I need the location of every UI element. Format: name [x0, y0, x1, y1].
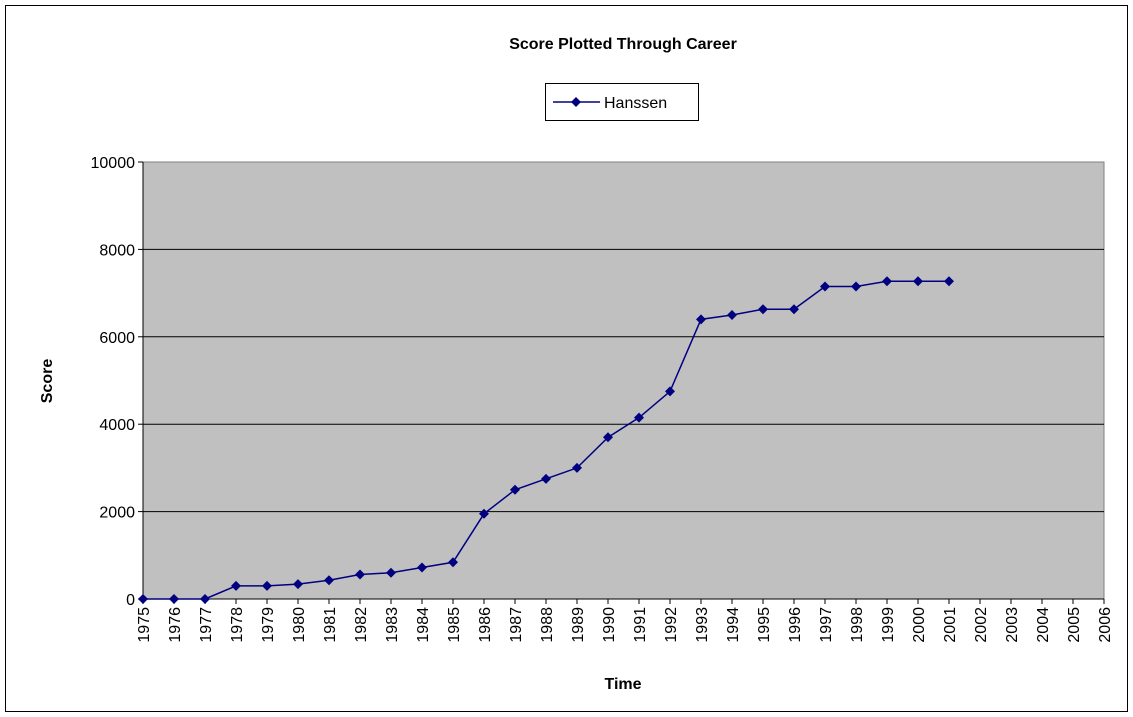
marker	[820, 281, 830, 292]
marker	[882, 276, 892, 287]
marker	[262, 580, 272, 591]
marker	[293, 579, 303, 590]
x-tick-label: 1988	[539, 607, 556, 643]
marker	[541, 473, 551, 484]
x-tick-label: 2003	[1004, 607, 1021, 643]
x-tick-label: 1979	[260, 607, 277, 643]
x-tick-label: 1996	[787, 607, 804, 643]
x-tick-label: 1990	[601, 607, 618, 643]
marker	[479, 508, 489, 519]
marker	[138, 594, 148, 604]
x-tick-label: 1997	[818, 607, 835, 643]
y-axis-label: Score	[39, 359, 56, 404]
marker	[169, 594, 179, 604]
x-tick-label: 1983	[384, 607, 401, 643]
x-tick-label: 2005	[1066, 607, 1083, 643]
y-tick-label: 4000	[99, 417, 135, 434]
marker	[851, 281, 861, 292]
y-tick-label: 6000	[99, 330, 135, 347]
x-tick-label: 1976	[167, 607, 184, 643]
marker	[789, 304, 799, 315]
x-tick-label: 2006	[1097, 607, 1114, 643]
x-tick-label: 1994	[725, 607, 742, 643]
marker	[417, 562, 427, 573]
marker	[355, 569, 365, 580]
x-tick-label: 1993	[694, 607, 711, 643]
x-tick-label: 1986	[477, 607, 494, 643]
x-tick-label: 1992	[663, 607, 680, 643]
y-tick-label: 10000	[91, 155, 136, 172]
marker	[448, 557, 458, 568]
marker	[231, 580, 241, 591]
legend-label: Hanssen	[604, 95, 667, 112]
x-tick-label: 1998	[849, 607, 866, 643]
marker	[696, 314, 706, 325]
marker	[200, 594, 210, 604]
x-axis-label: Time	[604, 676, 641, 693]
marker	[603, 432, 613, 443]
marker	[572, 462, 582, 473]
x-tick-label: 1995	[756, 607, 773, 643]
chart-title: Score Plotted Through Career	[509, 36, 737, 53]
x-tick-label: 1987	[508, 607, 525, 643]
x-tick-label: 1982	[353, 607, 370, 643]
x-tick-label: 1978	[229, 607, 246, 643]
y-tick-label: 0	[126, 592, 135, 609]
marker	[634, 412, 644, 423]
marker	[758, 304, 768, 315]
x-tick-label: 1984	[415, 607, 432, 643]
x-tick-label: 1985	[446, 607, 463, 643]
marker	[727, 309, 737, 320]
marker	[386, 567, 396, 578]
x-tick-label: 1981	[322, 607, 339, 643]
x-tick-label: 1999	[880, 607, 897, 643]
x-tick-label: 2000	[911, 607, 928, 643]
x-tick-label: 1980	[291, 607, 308, 643]
x-tick-label: 1977	[198, 607, 215, 643]
plot-area	[142, 161, 1105, 600]
y-tick-label: 8000	[99, 242, 135, 259]
x-tick-label: 2004	[1035, 607, 1052, 643]
marker	[510, 484, 520, 495]
x-tick-label: 1975	[136, 607, 153, 643]
y-tick-label: 2000	[99, 505, 135, 522]
legend-marker	[571, 97, 581, 107]
marker	[913, 276, 923, 287]
marker	[944, 276, 954, 287]
x-tick-label: 1991	[632, 607, 649, 643]
marker	[324, 575, 334, 586]
x-tick-label: 1989	[570, 607, 587, 643]
x-tick-label: 2002	[973, 607, 990, 643]
marker	[665, 386, 675, 397]
x-tick-label: 2001	[942, 607, 959, 643]
